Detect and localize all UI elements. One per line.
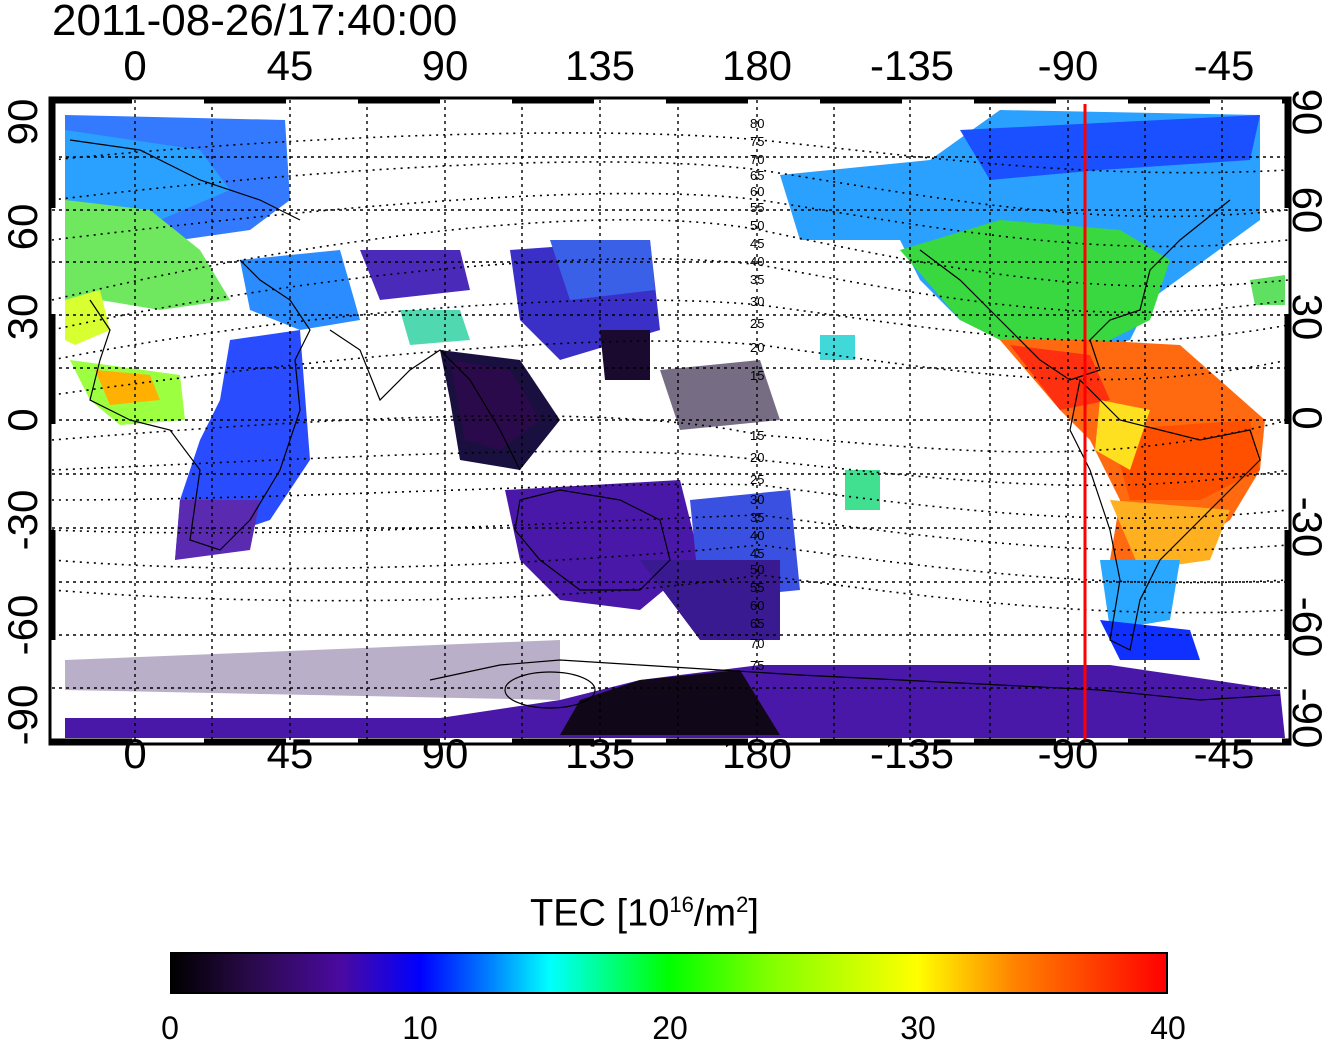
contour-label: 30 (750, 294, 764, 309)
top-tick-label: 45 (266, 42, 314, 89)
colorbar-tick-label: 10 (402, 1010, 438, 1046)
top-tick-label: 180 (721, 42, 793, 89)
top-tick-label: 0 (123, 42, 147, 89)
colorbar-tick-label: 20 (652, 1010, 688, 1046)
contour-label: 15 (750, 368, 764, 383)
left-tick-label: 60 (0, 203, 46, 251)
graticule (52, 100, 1288, 742)
colorbar-label-exponent: 16 (669, 892, 694, 917)
contour-label: 65 (750, 168, 764, 183)
contour-label: 45 (750, 546, 764, 561)
right-tick-label: -90 (1284, 687, 1331, 749)
contour-label: 40 (750, 528, 764, 543)
bottom-tick-label: -90 (1037, 730, 1099, 777)
contour-label: 60 (750, 598, 764, 613)
contour-label: 25 (750, 472, 764, 487)
colorbar-tick-label: 40 (1150, 1010, 1186, 1046)
left-tick-label: -90 (0, 684, 46, 746)
contour-label: 50 (750, 562, 764, 577)
colorbar-label-close: ] (748, 892, 759, 935)
contour-label: 75 (750, 134, 764, 149)
right-tick-label: -60 (1284, 596, 1331, 658)
left-tick-label: -30 (0, 489, 46, 551)
right-tick-label: 90 (1284, 88, 1331, 136)
map-title: 2011-08-26/17:40:00 (52, 0, 458, 45)
magnetic-contours (51, 132, 1289, 614)
left-tick-label: 0 (0, 408, 46, 432)
top-tick-label: -90 (1037, 42, 1099, 89)
left-tick-label: 30 (0, 293, 46, 341)
contour-label: 20 (750, 450, 764, 465)
top-tick-label: -45 (1193, 42, 1255, 89)
bottom-tick-label: 135 (564, 730, 636, 777)
contour-label: 75 (750, 658, 764, 673)
colorbar-label-unit-exponent: 2 (736, 892, 749, 917)
colorbar-label-main: TEC [10 (530, 892, 670, 935)
colorbar-tick-label: 0 (161, 1010, 179, 1046)
left-tick-label: -60 (0, 594, 46, 656)
colorbar-label-unit: /m (693, 892, 737, 935)
tec-map: 80 75 70 65 60 55 50 45 40 35 30 25 20 1… (48, 96, 1292, 746)
contour-label: 70 (750, 636, 764, 651)
colorbar-tick-label: 30 (900, 1010, 936, 1046)
contour-label: 55 (750, 200, 764, 215)
colorbar (170, 952, 1168, 994)
contour-label: 80 (750, 116, 764, 131)
frame-ticks (48, 96, 1292, 746)
contour-label: 25 (750, 316, 764, 331)
contour-label: 35 (750, 510, 764, 525)
bottom-tick-label: 90 (421, 730, 469, 777)
contour-label: 70 (750, 152, 764, 167)
left-tick-label: 90 (0, 98, 46, 146)
right-tick-label: 0 (1284, 406, 1331, 430)
bottom-tick-label: -135 (869, 730, 955, 777)
contour-labels-lower: 15 20 25 30 35 40 45 50 55 60 65 70 75 (750, 428, 764, 673)
contour-label: 60 (750, 184, 764, 199)
top-tick-label: 90 (421, 42, 469, 89)
bottom-tick-label: 180 (721, 730, 793, 777)
contour-labels-upper: 80 75 70 65 60 55 50 45 40 35 30 25 20 1… (750, 116, 764, 383)
contour-label: 65 (750, 616, 764, 631)
top-tick-label: 135 (564, 42, 636, 89)
top-tick-label: -135 (869, 42, 955, 89)
contour-label: 55 (750, 580, 764, 595)
contour-label: 35 (750, 272, 764, 287)
contour-label: 15 (750, 428, 764, 443)
bottom-tick-label: 45 (266, 730, 314, 777)
bottom-tick-label: 0 (123, 730, 147, 777)
contour-label: 40 (750, 254, 764, 269)
contour-label: 20 (750, 340, 764, 355)
colorbar-label: TEC [1016/m2] (530, 892, 759, 936)
right-tick-label: 30 (1284, 293, 1331, 341)
coastlines (69, 139, 1281, 709)
tec-data-regions (65, 110, 1285, 738)
contour-label: 30 (750, 492, 764, 507)
contour-label: 45 (750, 236, 764, 251)
bottom-tick-label: -45 (1193, 730, 1255, 777)
contour-label: 50 (750, 218, 764, 233)
right-tick-label: -30 (1284, 496, 1331, 558)
right-tick-label: 60 (1284, 186, 1331, 234)
